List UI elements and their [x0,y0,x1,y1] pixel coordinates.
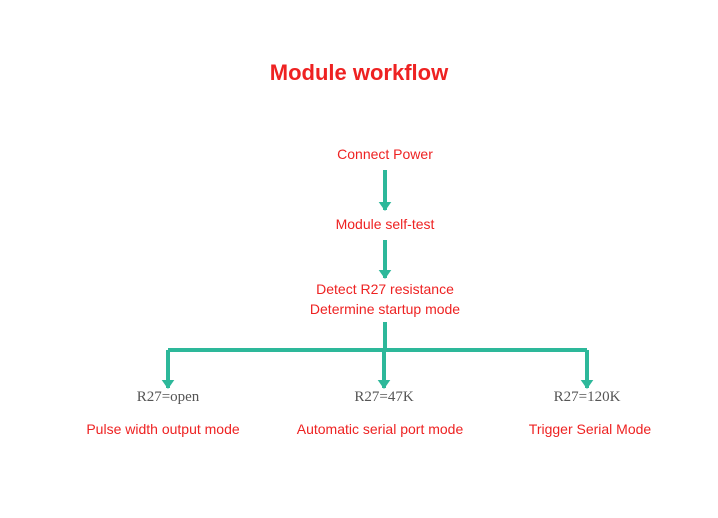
label-trigger-serial: Trigger Serial Mode [529,421,651,437]
label-auto-serial: Automatic serial port mode [297,421,464,437]
label-pulse-width: Pulse width output mode [86,421,239,437]
page-title: Module workflow [0,60,718,86]
fork [153,348,602,399]
node-determine-mode: Determine startup mode [310,301,460,317]
arrow-2 [365,240,405,289]
arrow-1 [365,170,405,221]
node-connect-power: Connect Power [337,146,433,162]
